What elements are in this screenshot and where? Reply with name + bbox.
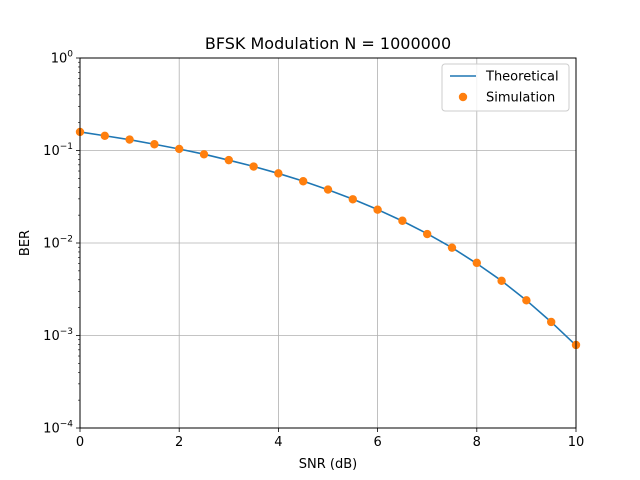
data-point-simulation	[348, 195, 357, 204]
y-tick-label: 10−2	[43, 235, 73, 252]
legend: Theoretical Simulation	[441, 63, 570, 112]
x-tick-label: 6	[373, 435, 381, 450]
data-point-simulation	[150, 140, 159, 149]
data-point-simulation	[373, 205, 382, 214]
data-point-simulation	[249, 162, 258, 171]
y-tick-label: 100	[51, 50, 74, 67]
data-point-simulation	[199, 150, 209, 159]
data-point-simulation	[175, 144, 184, 154]
data-point-simulation	[472, 258, 481, 268]
y-axis-label: BER	[18, 230, 33, 256]
chart-title: BFSK Modulation N = 1000000	[205, 34, 451, 53]
data-point-simulation	[547, 317, 556, 327]
legend-label: Simulation	[486, 91, 555, 106]
data-point-simulation	[299, 177, 308, 186]
x-tick-label: 10	[568, 435, 585, 450]
data-point-simulation	[224, 155, 233, 165]
y-axis: 10−4 10−3 10−2 10−1 100	[43, 50, 80, 437]
data-point-simulation	[497, 276, 506, 286]
x-tick-label: 4	[274, 435, 282, 450]
grid	[80, 58, 576, 428]
y-tick-label: 10−3	[43, 327, 73, 344]
data-point-simulation	[522, 296, 531, 305]
x-tick-label: 8	[473, 435, 481, 450]
x-tick-label: 2	[175, 435, 183, 450]
data-point-simulation	[323, 185, 333, 194]
legend-label: Theoretical	[485, 70, 559, 85]
data-point-simulation	[125, 135, 134, 144]
data-point-simulation	[274, 169, 283, 178]
data-point-simulation	[447, 243, 457, 252]
legend-marker-simulation	[458, 92, 468, 102]
y-tick-label: 10−1	[43, 142, 73, 159]
y-tick-label: 10−4	[43, 420, 73, 437]
data-point-simulation	[398, 216, 407, 225]
x-tick-label: 0	[76, 435, 84, 450]
x-axis-label: SNR (dB)	[299, 457, 357, 472]
data-point-simulation	[423, 229, 432, 239]
x-axis: 0 2 4 6 8 10	[76, 428, 584, 450]
data-point-simulation	[100, 131, 110, 140]
